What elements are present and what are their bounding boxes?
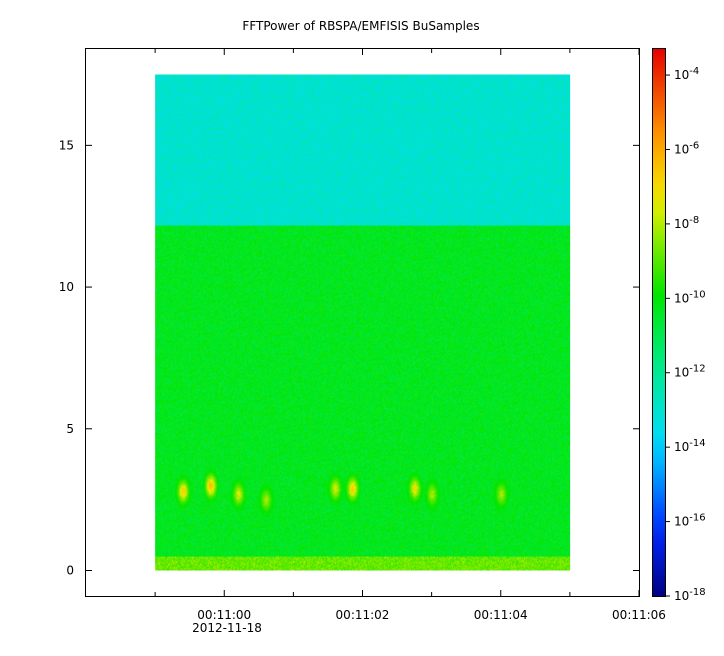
y-tick-label: 15: [59, 138, 74, 152]
x-axis: 00:11:00 00:11:02 00:11:04 00:11:06: [154, 49, 666, 622]
x-tick-label: 00:11:06: [612, 608, 666, 622]
colorbar-tick-label: 10-18: [674, 587, 706, 603]
colorbar-tick-label: 10-12: [674, 364, 706, 380]
y-axis: 0 5 10 15: [59, 138, 639, 577]
colorbar-tick-label: 10-16: [674, 513, 706, 529]
colorbar-tick-label: 10-4: [674, 66, 699, 82]
colorbar-tick-label: 10-14: [674, 438, 706, 454]
spectrogram-raster: [155, 74, 571, 571]
y-tick-label: 10: [59, 280, 74, 294]
y-tick-label: 5: [66, 422, 74, 436]
x-tick-label: 00:11:04: [474, 608, 528, 622]
colorbar-tick-label: 10-8: [674, 215, 699, 231]
x-axis-date-label: 2012-11-18: [192, 621, 262, 635]
x-tick-label: 00:11:00: [197, 608, 251, 622]
colorbar-tick-label: 10-10: [674, 289, 706, 305]
y-tick-label: 0: [66, 563, 74, 577]
colorbar-axis: 10-4 10-6 10-8 10-10 10-12 10-14 10-16 10-18: [666, 66, 706, 603]
spectrogram-image: [155, 74, 571, 571]
chart-title: FFTPower of RBSPA/EMFISIS BuSamples: [242, 19, 479, 33]
colorbar-tick-label: 10-6: [674, 140, 699, 156]
colorbar: [652, 48, 666, 597]
x-tick-label: 00:11:02: [336, 608, 390, 622]
